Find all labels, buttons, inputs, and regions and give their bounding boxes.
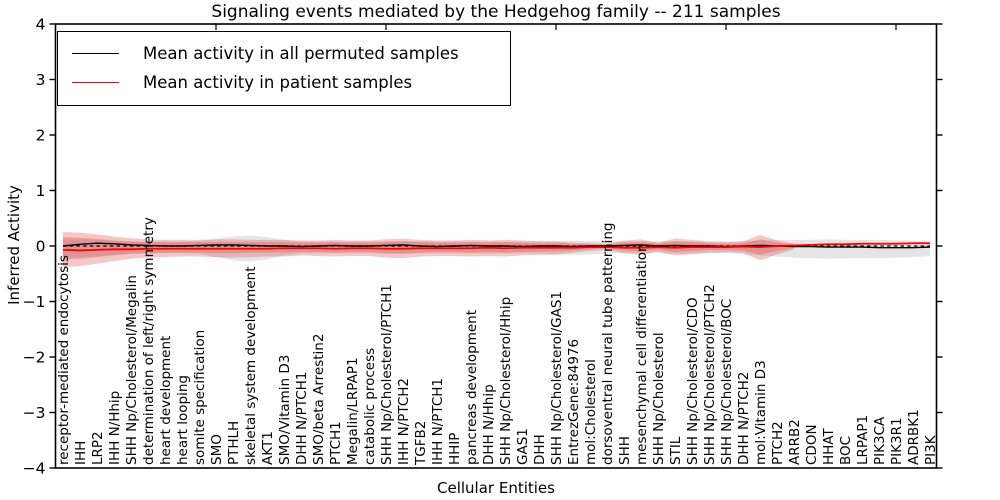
x-category-label: DHH N/Hhip — [481, 384, 497, 465]
x-category-label: EntrezGene:84976 — [566, 339, 582, 465]
x-category-label: SMO/beta Arrestin2 — [311, 334, 327, 465]
series-line-patient — [62, 242, 930, 252]
y-tick-label: −1 — [23, 293, 46, 311]
x-category-label: GAS1 — [515, 428, 531, 465]
y-tick-label: 2 — [36, 127, 46, 145]
x-category-label: pancreas development — [464, 310, 480, 465]
x-category-label: SHH Np/Cholesterol/PTCH2 — [702, 284, 718, 465]
x-category-label: PIK3CA — [872, 416, 888, 465]
legend-item-patient: Mean activity in patient samples — [58, 68, 510, 97]
y-tick-label: −3 — [23, 404, 46, 422]
x-category-label: DHH N/PTCH1 — [294, 372, 310, 465]
x-category-label: mol:Vitamin D3 — [753, 360, 769, 465]
legend: Mean activity in all permuted samples Me… — [57, 31, 511, 106]
x-category-label: LRP2 — [90, 431, 106, 465]
x-category-label: receptor-mediated endocytosis — [56, 255, 72, 465]
x-category-label: PTHLH — [226, 421, 242, 465]
x-category-label: dorsoventral neural tube patterning — [600, 223, 616, 465]
x-category-label: SHH Np/Cholesterol/BOC — [719, 299, 735, 465]
x-category-label: mol:Cholesterol — [583, 359, 599, 465]
x-category-label: AKT1 — [260, 431, 276, 465]
x-category-label: SHH Np/Cholesterol/CDO — [685, 297, 701, 465]
y-tick-label: 4 — [36, 16, 46, 34]
legend-line-red-icon — [72, 82, 119, 83]
y-tick-label: −4 — [23, 460, 46, 478]
x-category-label: heart development — [158, 336, 174, 465]
x-category-label: TGFB2 — [413, 421, 429, 466]
y-tick-label: −2 — [23, 349, 46, 367]
x-category-label: skeletal system development — [243, 267, 259, 466]
legend-label-permuted: Mean activity in all permuted samples — [143, 44, 459, 63]
x-category-label: determination of left/right symmetry — [141, 217, 157, 465]
x-category-label: PTCH2 — [770, 421, 786, 465]
x-category-label: SHH Np/Cholesterol — [651, 332, 667, 465]
y-axis-label: Inferred Activity — [5, 185, 23, 305]
x-category-label: SHH Np/Cholesterol/PTCH1 — [379, 284, 395, 465]
x-category-label: SHH Np/Cholesterol/Megalin — [124, 275, 140, 465]
x-category-label: heart looping — [175, 375, 191, 465]
y-tick-label: 3 — [36, 71, 46, 89]
x-category-label: IHH — [73, 441, 89, 465]
x-category-label: SHH Np/Cholesterol/GAS1 — [549, 291, 565, 465]
x-category-label: SMO — [209, 434, 225, 465]
x-category-label: BOC — [838, 436, 854, 465]
x-category-label: HHIP — [447, 433, 463, 465]
x-category-label: Megalin/LRPAP1 — [345, 357, 361, 465]
x-axis-label: Cellular Entities — [437, 479, 555, 497]
x-category-label: mesenchymal cell differentiation — [634, 243, 650, 465]
legend-line-black-icon — [72, 53, 119, 54]
x-category-label: PIK3R1 — [889, 417, 905, 465]
x-category-label: DHH — [532, 434, 548, 465]
x-category-label: ADRBK1 — [906, 409, 922, 465]
x-category-label: SHH Np/Cholesterol/Hhip — [498, 297, 514, 465]
x-category-label: ARRB2 — [787, 419, 803, 465]
band-patient-samples-spread-outer — [63, 232, 794, 268]
x-category-label: SHH — [617, 436, 633, 465]
y-tick-label: 1 — [36, 182, 46, 200]
x-category-label: IHH N/PTCH2 — [396, 378, 412, 465]
x-category-label: catabolic process — [362, 348, 378, 465]
x-category-label: DHH N/PTCH2 — [736, 372, 752, 465]
x-category-label: IHH N/PTCH1 — [430, 378, 446, 465]
x-category-label: PI3K — [923, 434, 939, 465]
x-category-label: CDON — [804, 424, 820, 465]
x-category-label: somite specification — [192, 330, 208, 465]
y-tick-label: 0 — [36, 238, 46, 256]
legend-item-permuted: Mean activity in all permuted samples — [58, 39, 510, 68]
x-category-label: STIL — [668, 436, 684, 465]
chart-title: Signaling events mediated by the Hedgeho… — [211, 2, 781, 22]
x-category-label: HHAT — [821, 428, 837, 465]
x-category-label: LRPAP1 — [855, 415, 871, 465]
x-category-label: IHH N/Hhip — [107, 391, 123, 465]
x-category-label: SMO/Vitamin D3 — [277, 355, 293, 465]
x-category-label: PTCH1 — [328, 421, 344, 465]
legend-label-patient: Mean activity in patient samples — [143, 73, 413, 92]
